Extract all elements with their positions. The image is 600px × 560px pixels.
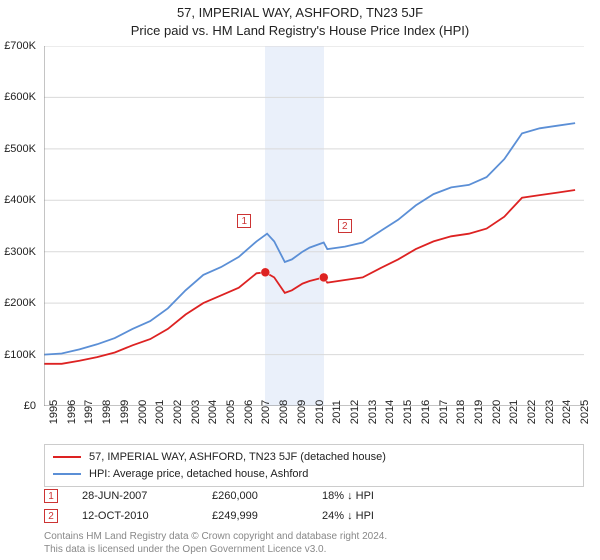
chart-area: £0£100K£200K£300K£400K£500K£600K£700K 19…	[44, 46, 584, 406]
x-tick-label: 2025	[579, 400, 591, 424]
x-tick-label: 1996	[66, 400, 78, 424]
legend-label: 57, IMPERIAL WAY, ASHFORD, TN23 5JF (det…	[89, 449, 386, 466]
x-tick-label: 2018	[455, 400, 467, 424]
x-tick-label: 2008	[278, 400, 290, 424]
marker-label-2: 2	[338, 219, 352, 233]
legend-swatch	[53, 456, 81, 458]
x-tick-label: 2019	[473, 400, 485, 424]
x-tick-label: 1999	[119, 400, 131, 424]
x-tick-label: 2005	[225, 400, 237, 424]
x-tick-label: 2001	[154, 400, 166, 424]
x-tick-label: 2000	[137, 400, 149, 424]
transaction-row: 2 12-OCT-2010£249,99924% ↓ HPI	[44, 506, 584, 526]
series-hpi	[44, 123, 575, 355]
x-tick-label: 2012	[349, 400, 361, 424]
legend-box: 57, IMPERIAL WAY, ASHFORD, TN23 5JF (det…	[44, 444, 584, 487]
x-tick-label: 2013	[367, 400, 379, 424]
x-tick-label: 2002	[172, 400, 184, 424]
transaction-diff: 18% ↓ HPI	[322, 490, 432, 502]
x-tick-label: 2016	[420, 400, 432, 424]
y-axis-labels: £0£100K£200K£300K£400K£500K£600K£700K	[0, 46, 40, 406]
transaction-row: 1 28-JUN-2007£260,00018% ↓ HPI	[44, 486, 584, 506]
legend-swatch	[53, 473, 81, 475]
transaction-diff: 24% ↓ HPI	[322, 510, 432, 522]
x-axis-labels: 1995199619971998199920002001200220032004…	[44, 408, 584, 438]
legend-item: HPI: Average price, detached house, Ashf…	[53, 466, 575, 483]
footer-line-1: Contains HM Land Registry data © Crown c…	[44, 530, 584, 543]
x-tick-label: 2021	[508, 400, 520, 424]
transaction-marker: 1	[44, 489, 58, 503]
transaction-date: 28-JUN-2007	[82, 490, 212, 502]
title-line-1: 57, IMPERIAL WAY, ASHFORD, TN23 5JF	[0, 4, 600, 22]
transaction-date: 12-OCT-2010	[82, 510, 212, 522]
y-tick-label: £0	[24, 400, 36, 412]
x-tick-label: 1995	[48, 400, 60, 424]
y-tick-label: £100K	[4, 349, 36, 361]
x-tick-label: 2024	[561, 400, 573, 424]
marker-label-1: 1	[237, 214, 251, 228]
x-tick-label: 2003	[190, 400, 202, 424]
y-tick-label: £200K	[4, 297, 36, 309]
y-tick-label: £500K	[4, 143, 36, 155]
title-block: 57, IMPERIAL WAY, ASHFORD, TN23 5JF Pric…	[0, 0, 600, 40]
x-tick-label: 1998	[101, 400, 113, 424]
footer-line-2: This data is licensed under the Open Gov…	[44, 543, 584, 556]
transactions-table: 1 28-JUN-2007£260,00018% ↓ HPI 2 12-OCT-201…	[44, 486, 584, 526]
x-tick-label: 2007	[260, 400, 272, 424]
y-tick-label: £300K	[4, 246, 36, 258]
x-tick-label: 2023	[544, 400, 556, 424]
footer: Contains HM Land Registry data © Crown c…	[44, 530, 584, 556]
transaction-price: £260,000	[212, 490, 322, 502]
x-tick-label: 2009	[296, 400, 308, 424]
x-tick-label: 2014	[384, 400, 396, 424]
series-group	[44, 123, 575, 364]
series-price_paid	[44, 190, 575, 364]
y-tick-label: £400K	[4, 194, 36, 206]
plot-svg	[44, 46, 584, 406]
chart-container: 57, IMPERIAL WAY, ASHFORD, TN23 5JF Pric…	[0, 0, 600, 560]
x-tick-label: 2015	[402, 400, 414, 424]
x-tick-label: 2022	[526, 400, 538, 424]
x-tick-label: 2020	[491, 400, 503, 424]
x-tick-label: 1997	[83, 400, 95, 424]
transaction-marker: 2	[44, 509, 58, 523]
x-tick-label: 2010	[314, 400, 326, 424]
x-tick-label: 2011	[331, 400, 343, 424]
marker-dot-1	[261, 268, 270, 277]
y-tick-label: £600K	[4, 91, 36, 103]
y-tick-label: £700K	[4, 40, 36, 52]
marker-dot-2	[319, 273, 328, 282]
legend-label: HPI: Average price, detached house, Ashf…	[89, 466, 308, 483]
gridlines	[44, 46, 584, 406]
transaction-price: £249,999	[212, 510, 322, 522]
x-tick-label: 2017	[438, 400, 450, 424]
x-tick-label: 2006	[243, 400, 255, 424]
x-tick-label: 2004	[207, 400, 219, 424]
legend-item: 57, IMPERIAL WAY, ASHFORD, TN23 5JF (det…	[53, 449, 575, 466]
title-line-2: Price paid vs. HM Land Registry's House …	[0, 22, 600, 40]
